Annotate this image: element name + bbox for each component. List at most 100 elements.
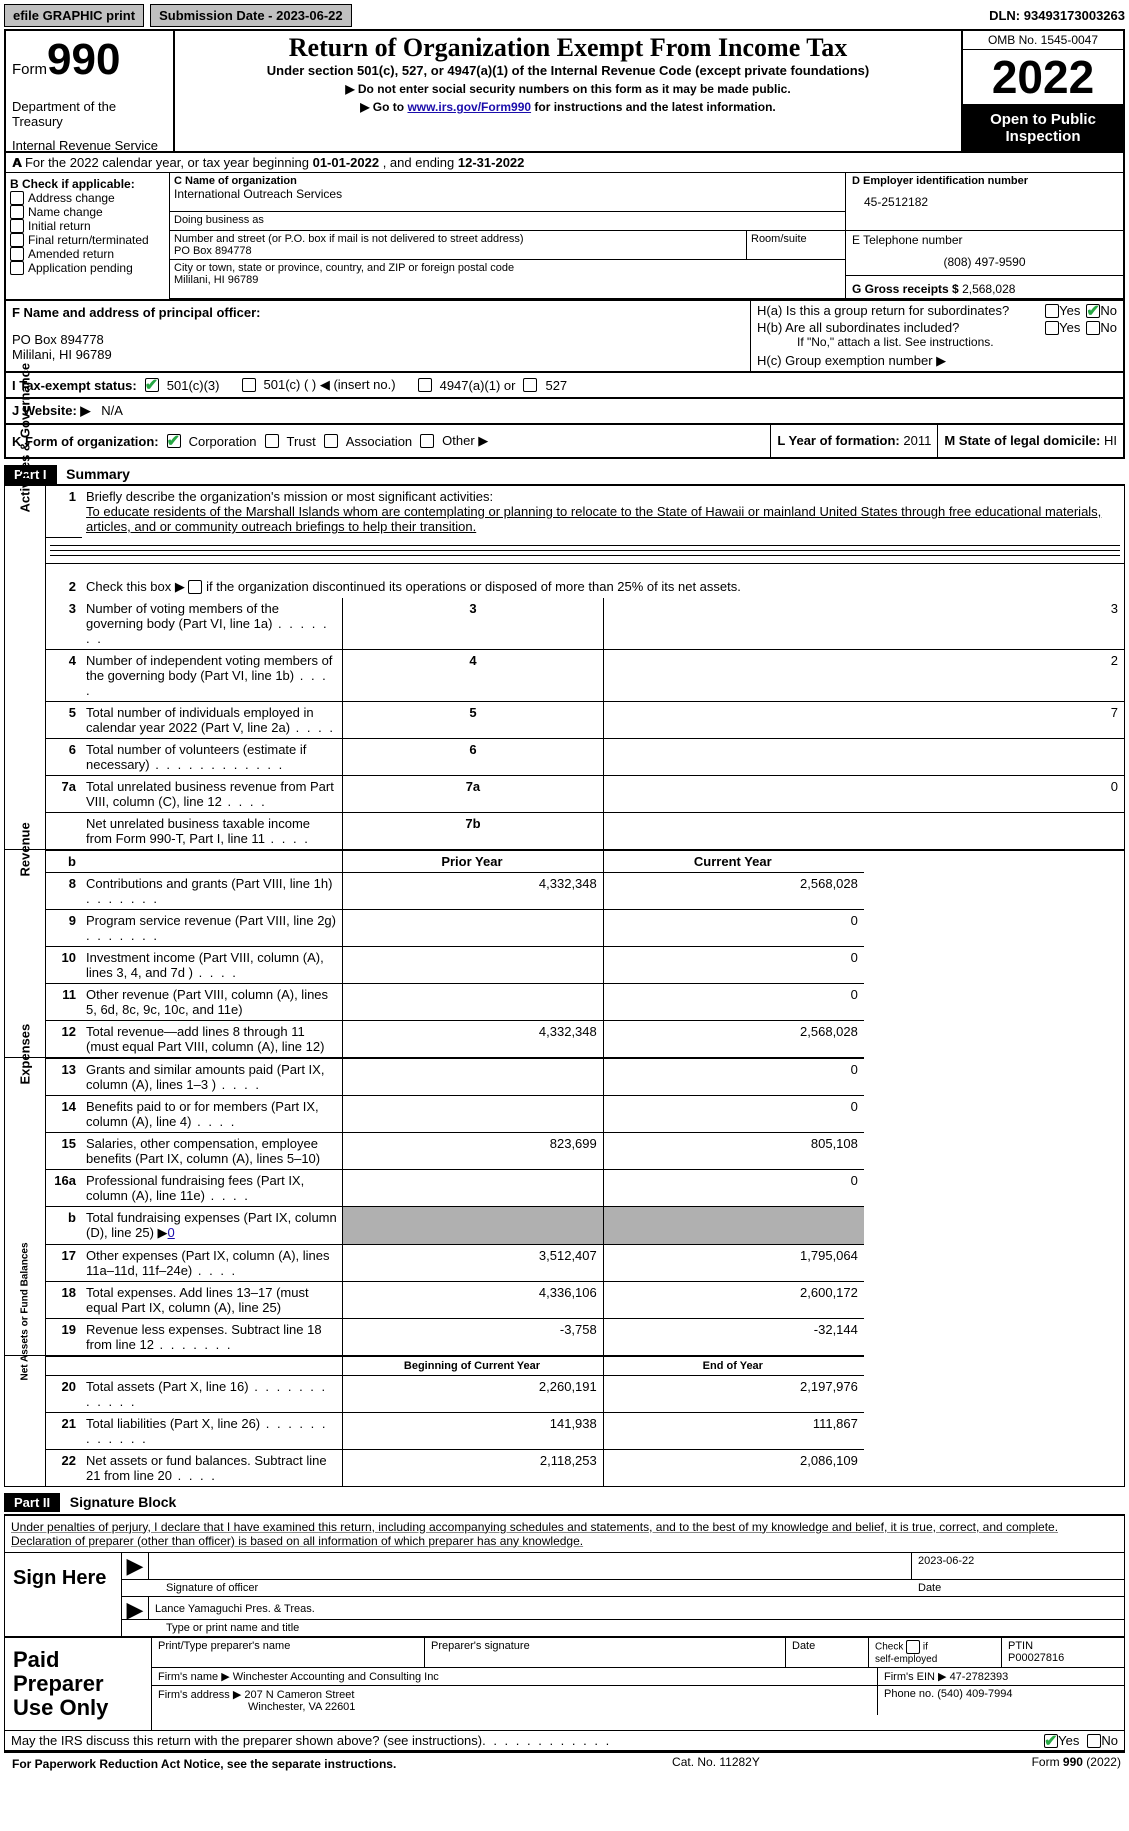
gross-value: 2,568,028 [962, 282, 1015, 296]
sign-name-val: Lance Yamaguchi Pres. & Treas. [149, 1597, 1124, 1619]
line7b-val [603, 812, 1124, 850]
form-header: Form990 Department of the Treasury Inter… [4, 29, 1125, 153]
ptin-cap: PTIN [1008, 1640, 1033, 1652]
may-no-label: No [1101, 1733, 1118, 1748]
line20-text: Total assets (Part X, line 16) [86, 1379, 249, 1394]
addr-change-label: Address change [28, 191, 115, 205]
part-i-title: Summary [66, 466, 130, 482]
tax-year: 2022 [963, 50, 1123, 105]
self-emp-checkbox[interactable] [906, 1640, 920, 1654]
corp-checkbox[interactable] [167, 434, 181, 448]
irs-link[interactable]: www.irs.gov/Form990 [407, 100, 531, 114]
line10-num: 10 [46, 946, 83, 983]
assoc-checkbox[interactable] [324, 434, 338, 448]
line9-num: 9 [46, 909, 83, 946]
may-yes-label: Yes [1058, 1733, 1079, 1748]
ha-label: H(a) Is this a group return for subordin… [757, 303, 1045, 318]
submission-date-button[interactable]: Submission Date - 2023-06-22 [150, 4, 352, 27]
line16a-curr: 0 [603, 1169, 864, 1206]
line17-prior: 3,512,407 [343, 1244, 604, 1281]
line7a-text: Total unrelated business revenue from Pa… [86, 779, 334, 809]
hb-no-checkbox[interactable] [1086, 321, 1100, 335]
room-caption: Room/suite [747, 231, 845, 259]
line3-text: Number of voting members of the governin… [86, 601, 279, 631]
arrow-icon: ▶ [122, 1553, 149, 1579]
top-bar: efile GRAPHIC print Submission Date - 20… [4, 4, 1125, 27]
line15-num: 15 [46, 1132, 83, 1169]
address-block: Number and street (or P.O. box if mail i… [170, 231, 846, 298]
ha-yes-checkbox[interactable] [1045, 304, 1059, 318]
line7a-val: 0 [603, 775, 1124, 812]
501c-checkbox[interactable] [242, 378, 256, 392]
may-text: May the IRS discuss this return with the… [11, 1733, 482, 1748]
yearform-label: L Year of formation: [777, 433, 899, 448]
line2-checkbox[interactable] [188, 580, 202, 594]
line3-box: 3 [343, 598, 604, 650]
line12-curr: 2,568,028 [603, 1020, 864, 1058]
line15-text: Salaries, other compensation, employee b… [86, 1136, 320, 1166]
line13-prior [343, 1058, 604, 1096]
website-value: N/A [101, 403, 123, 418]
line11-curr: 0 [603, 983, 864, 1020]
initial-return-checkbox[interactable] [10, 219, 24, 233]
line18-prior: 4,336,106 [343, 1281, 604, 1318]
final-return-checkbox[interactable] [10, 233, 24, 247]
name-change-checkbox[interactable] [10, 205, 24, 219]
501c3-checkbox[interactable] [145, 378, 159, 392]
line4-num: 4 [46, 649, 83, 701]
efile-button[interactable]: efile GRAPHIC print [4, 4, 144, 27]
line8-prior: 4,332,348 [343, 872, 604, 909]
hb-label: H(b) Are all subordinates included? [757, 320, 1045, 335]
open-public: Open to Public Inspection [963, 105, 1123, 151]
line5-val: 7 [603, 701, 1124, 738]
line4-box: 4 [343, 649, 604, 701]
addr-change-checkbox[interactable] [10, 191, 24, 205]
line22-curr: 2,086,109 [603, 1449, 864, 1486]
dba-caption: Doing business as [170, 211, 845, 228]
sig-officer-cap: Signature of officer [160, 1580, 912, 1596]
may-yes-checkbox[interactable] [1044, 1734, 1058, 1748]
hdr-bocy: Beginning of Current Year [343, 1356, 604, 1376]
may-no-checkbox[interactable] [1087, 1734, 1101, 1748]
ha-yes-label: Yes [1059, 303, 1080, 318]
other-checkbox[interactable] [420, 434, 434, 448]
amended-return-checkbox[interactable] [10, 247, 24, 261]
colb-label: B Check if applicable: [10, 177, 165, 191]
app-pending-checkbox[interactable] [10, 261, 24, 275]
line6-val [603, 738, 1124, 775]
line21-num: 21 [46, 1412, 83, 1449]
phone-val: (540) 409-7994 [937, 1688, 1012, 1700]
ha-no-checkbox[interactable] [1086, 304, 1100, 318]
firm-addr2: Winchester, VA 22601 [248, 1701, 355, 1713]
501c-label: 501(c) ( ) ◀ (insert no.) [264, 377, 396, 393]
subdate-label: Submission Date - [159, 8, 276, 23]
line2-text: Check this box ▶ if the organization dis… [86, 579, 741, 594]
amended-return-label: Amended return [28, 247, 114, 261]
initial-return-label: Initial return [28, 219, 91, 233]
col-c-block: C Name of organization International Out… [170, 173, 1123, 299]
firm-addr-cap: Firm's address ▶ [158, 1689, 241, 1701]
hdr-blank: b [46, 850, 83, 873]
4947-checkbox[interactable] [418, 378, 432, 392]
line19-curr: -32,144 [603, 1318, 864, 1356]
hdr-eoy: End of Year [603, 1356, 864, 1376]
header-mid: Return of Organization Exempt From Incom… [175, 31, 963, 151]
line16b-prior [343, 1206, 604, 1244]
line18-curr: 2,600,172 [603, 1281, 864, 1318]
header-left: Form990 Department of the Treasury Inter… [6, 31, 175, 151]
line8-num: 8 [46, 872, 83, 909]
section-fh: F Name and address of principal officer:… [4, 301, 1125, 373]
trust-checkbox[interactable] [265, 434, 279, 448]
527-checkbox[interactable] [523, 378, 537, 392]
ein-value: 45-2512182 [864, 195, 1117, 209]
line5-num: 5 [46, 701, 83, 738]
firm-ein-val: 47-2782393 [950, 1671, 1009, 1683]
rowa-end: 12-31-2022 [458, 155, 525, 170]
hb-yes-checkbox[interactable] [1045, 321, 1059, 335]
sign-name-cap: Type or print name and title [160, 1620, 1124, 1636]
line5-text: Total number of individuals employed in … [86, 705, 314, 735]
subdate-value: 2023-06-22 [276, 8, 343, 23]
line10-prior [343, 946, 604, 983]
gross-caption: G Gross receipts $ [852, 282, 959, 296]
ein-cell: D Employer identification number 45-2512… [846, 173, 1123, 230]
